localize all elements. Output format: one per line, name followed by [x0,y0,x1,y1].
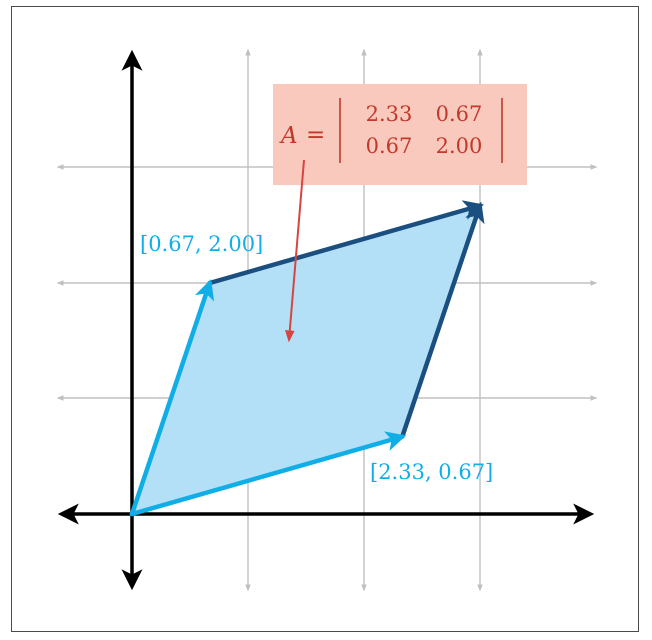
matrix-entry-1-2: 0.67 [436,102,483,126]
vector-v2 [129,279,215,517]
matrix-name: A [279,123,298,149]
matrix-entry-2-1: 0.67 [366,134,413,158]
matrix-entry-1-1: 2.33 [366,102,413,126]
matrix-pointer-arrow [285,159,305,343]
matrix-annotation: A = 2.33 0.67 0.67 2.00 [273,84,527,343]
vector-v1-translated [207,200,484,286]
axes [57,49,595,591]
matrix-entry-2-2: 2.00 [436,134,483,158]
matrix-equals: = [306,122,325,148]
vector-v1 [129,431,407,517]
vector-v2-label: [0.67, 2.00] [140,232,263,256]
vector-v2-translated [400,201,485,439]
matrix-box [273,84,527,185]
vector-v1-label: [2.33, 0.67] [370,460,493,484]
